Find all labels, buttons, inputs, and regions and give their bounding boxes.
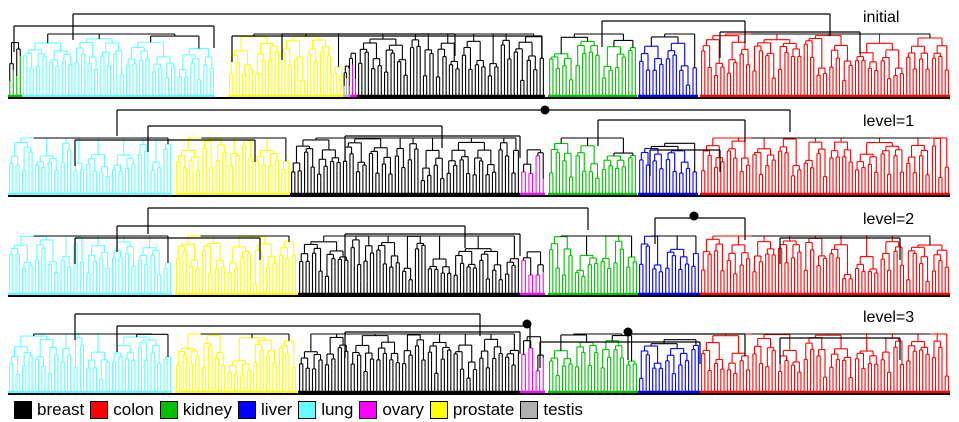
legend-label: liver [261, 400, 293, 419]
tissue-cluster-prostate [175, 235, 297, 296]
tissue-cluster-lung [8, 235, 172, 296]
legend-swatch [520, 401, 539, 419]
tissue-cluster-prostate [175, 137, 290, 196]
tissue-cluster-breast [357, 33, 545, 98]
legend-item-ovary: ovary [359, 400, 424, 420]
legend-swatch [298, 401, 317, 419]
tissue-cluster-kidney [548, 137, 637, 196]
tissue-cluster-lung [8, 333, 172, 394]
legend-swatch [90, 401, 109, 419]
tissue-cluster-breast [290, 137, 520, 196]
legend-item-prostate: prostate [429, 400, 515, 420]
legend-label: prostate [452, 400, 515, 419]
tissue-cluster-ovary [520, 149, 545, 196]
panel-label: initial [863, 9, 899, 26]
tissue-cluster-liver [638, 33, 698, 98]
tissue-cluster-kidney [548, 235, 638, 296]
tissue-cluster-kidney [8, 42, 22, 98]
cut-marker-kidney-liver-colon-split [689, 211, 699, 221]
cut-marker-lung-prostate-breast-split [522, 319, 532, 329]
legend-swatch [159, 401, 178, 419]
legend-item-colon: colon [90, 400, 154, 420]
tissue-cluster-lung [22, 33, 215, 98]
panel-label: level=1 [863, 113, 914, 130]
legend: breast colon kidney liver lung ovary prostate t… [14, 399, 589, 421]
legend-label: ovary [382, 400, 424, 419]
legend-label: colon [113, 400, 154, 419]
legend-label: lung [321, 400, 354, 419]
tissue-cluster-kidney [548, 33, 637, 98]
panel-label: level=2 [863, 211, 914, 228]
dendrogram-panel: level=1 [8, 105, 950, 197]
tissue-cluster-lung [8, 137, 172, 196]
tissue-cluster-colon [700, 33, 950, 98]
dendrogram-panel: level=3 [8, 309, 950, 395]
legend-label: breast [37, 400, 85, 419]
tissue-cluster-liver [638, 235, 700, 296]
tissue-cluster-prostate [228, 33, 345, 98]
legend-item-lung: lung [298, 400, 353, 420]
legend-item-kidney: kidney [159, 400, 233, 420]
tissue-cluster-breast [298, 235, 520, 296]
legend-swatch [429, 401, 448, 419]
dendrogram-panel: level=2 [8, 207, 950, 297]
tissue-cluster-prostate [175, 333, 297, 394]
panel-label: level=3 [863, 309, 914, 326]
legend-item-breast: breast [14, 400, 84, 420]
legend-label: kidney [182, 400, 233, 419]
tissue-cluster-breast [298, 333, 520, 394]
tissue-cluster-colon [700, 235, 950, 296]
legend-swatch [238, 401, 257, 419]
legend-swatch [359, 401, 378, 419]
tissue-cluster-ovary [520, 251, 545, 296]
legend-label: testis [543, 400, 584, 419]
cut-marker-kidney-liver-colon-split [623, 327, 633, 337]
tissue-cluster-colon [700, 137, 950, 196]
legend-swatch [14, 401, 32, 419]
tissue-cluster-liver [638, 339, 700, 394]
legend-item-testis: testis [520, 400, 583, 420]
legend-item-liver: liver [238, 400, 292, 420]
tissue-cluster-kidney [548, 333, 638, 394]
tissue-cluster-ovary [520, 336, 545, 394]
dendrogram-panel: initial [8, 9, 950, 99]
tissue-cluster-liver [638, 142, 698, 196]
cut-marker-root [540, 105, 550, 115]
tissue-cluster-colon [700, 333, 950, 394]
tissue-cluster-testis [343, 65, 350, 98]
